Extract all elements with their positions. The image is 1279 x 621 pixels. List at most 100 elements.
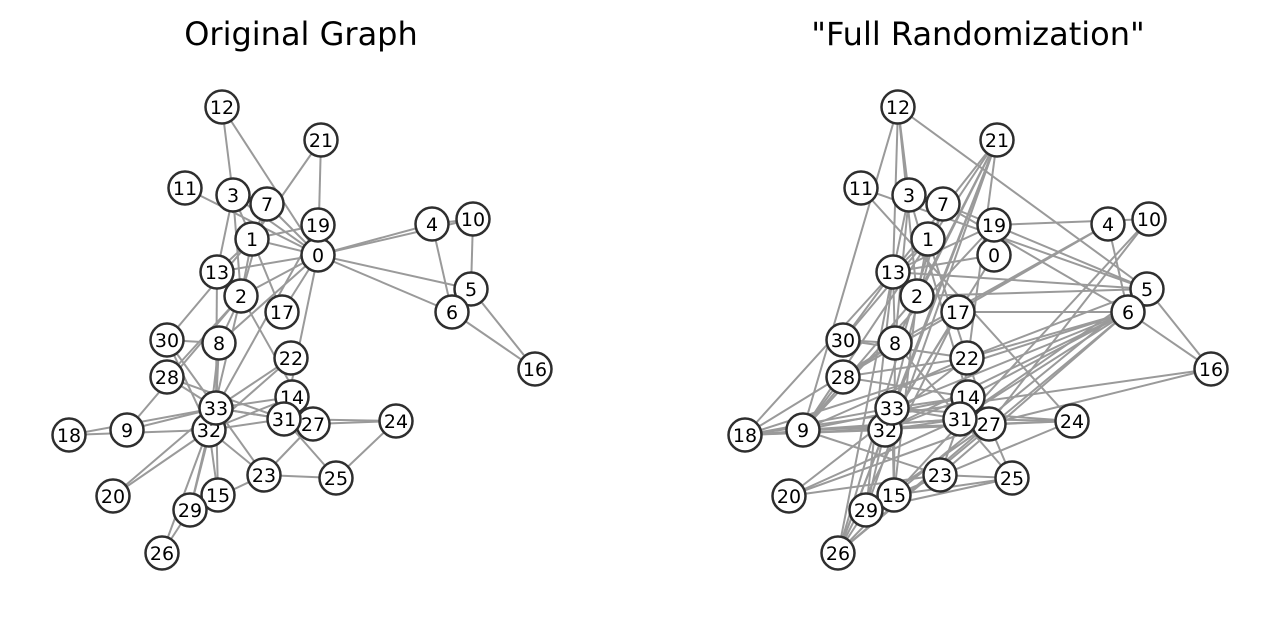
original-node-label: 21 [309,130,333,152]
original-node-label: 22 [279,348,303,370]
original-node-circle [266,401,302,437]
original-edge-1-21 [251,139,322,240]
original-node-circle [172,492,208,528]
randomized-node-circle [874,390,910,426]
original-node-2: 2 [223,278,259,314]
original-node-29: 29 [172,492,208,528]
randomized-node-12: 12 [880,89,916,125]
randomized-edge-31-18 [744,418,961,436]
randomized-node-circle [910,221,946,257]
original-node-label: 6 [446,302,458,324]
original-node-circle [200,477,236,513]
randomized-edge-6-22 [966,311,1129,359]
randomized-node-22: 22 [949,340,985,376]
original-node-label: 2 [235,286,247,308]
randomized-node-8: 8 [877,325,913,361]
randomized-node-circle [785,412,821,448]
randomized-node-label: 21 [985,130,1009,152]
original-node-label: 7 [261,194,273,216]
original-node-5: 5 [453,271,489,307]
randomized-node-20: 20 [771,478,807,514]
randomized-node-29: 29 [848,492,884,528]
original-node-11: 11 [167,170,203,206]
randomized-edge-12-5 [897,106,1148,290]
randomized-node-label: 29 [854,500,878,522]
randomized-node-circle [825,322,861,358]
randomized-node-circle [922,457,958,493]
randomized-node-label: 18 [733,425,757,447]
randomized-node-circle [1054,403,1090,439]
original-node-label: 29 [178,500,202,522]
original-node-circle [215,177,251,213]
original-node-label: 18 [57,425,81,447]
randomized-node-5: 5 [1129,271,1165,307]
randomized-node-0: 0 [976,237,1012,273]
randomized-edge-20-23 [788,474,941,497]
original-node-1: 1 [234,221,270,257]
original-node-circle [517,351,553,387]
randomized-node-label: 30 [831,330,855,352]
original-node-10: 10 [455,201,491,237]
original-node-28: 28 [149,359,185,395]
randomized-edge-28-14 [842,376,969,398]
randomized-node-circle [979,122,1015,158]
randomized-node-label: 15 [882,485,906,507]
original-edge-0-5 [317,254,472,290]
original-node-circle [414,206,450,242]
randomized-node-21: 21 [979,122,1015,158]
original-node-label: 33 [204,398,228,420]
original-node-label: 30 [155,330,179,352]
original-node-label: 12 [210,97,234,119]
randomized-node-31: 31 [942,401,978,437]
randomized-node-circle [1129,271,1165,307]
randomized-edge-19-10 [993,218,1150,226]
randomized-node-19: 19 [976,207,1012,243]
randomized-node-label: 3 [903,185,915,207]
original-node-33: 33 [198,390,234,426]
original-node-circle [204,89,240,125]
original-node-20: 20 [95,478,131,514]
original-node-13: 13 [199,254,235,290]
original-node-label: 20 [101,486,125,508]
randomized-node-27: 27 [971,406,1007,442]
randomized-node-label: 26 [826,543,850,565]
randomized-edge-19-5 [993,224,1148,290]
original-node-circle [144,535,180,571]
original-edges [68,106,536,554]
randomized-node-3: 3 [891,177,927,213]
randomized-node-circle [925,186,961,222]
randomized-graph-title: "Full Randomization" [811,15,1145,53]
randomized-node-circle [1193,351,1229,387]
randomized-edge-19-13 [892,224,995,273]
original-node-label: 24 [384,411,408,433]
original-node-label: 25 [324,468,348,490]
randomized-edge-22-28 [842,357,968,378]
randomized-edge-8-18 [744,342,896,436]
randomized-edge-9-23 [802,429,941,476]
randomized-edge-6-14 [967,311,1129,398]
randomized-node-circle [891,177,927,213]
original-node-circle [234,221,270,257]
randomized-node-33: 33 [874,390,910,426]
randomized-edge-12-9 [802,106,899,431]
randomized-nodes: 0123456789101112131415161718192021222324… [727,89,1229,571]
original-node-label: 9 [121,420,133,442]
original-node-circle [167,170,203,206]
original-node-label: 4 [426,214,438,236]
original-node-3: 3 [215,177,251,213]
original-node-30: 30 [149,322,185,358]
randomized-edge-5-13 [892,271,1148,290]
randomized-node-circle [876,477,912,513]
original-node-circle [51,417,87,453]
randomized-edge-7-26 [837,203,944,554]
randomized-node-2: 2 [899,278,935,314]
randomized-node-24: 24 [1054,403,1090,439]
original-node-label: 3 [227,185,239,207]
original-node-circle [303,122,339,158]
original-node-16: 16 [517,351,553,387]
randomized-node-15: 15 [876,477,912,513]
original-node-label: 17 [270,302,294,324]
randomized-edge-32-26 [837,429,886,554]
randomized-node-6: 6 [1110,294,1146,330]
randomized-node-13: 13 [875,254,911,290]
